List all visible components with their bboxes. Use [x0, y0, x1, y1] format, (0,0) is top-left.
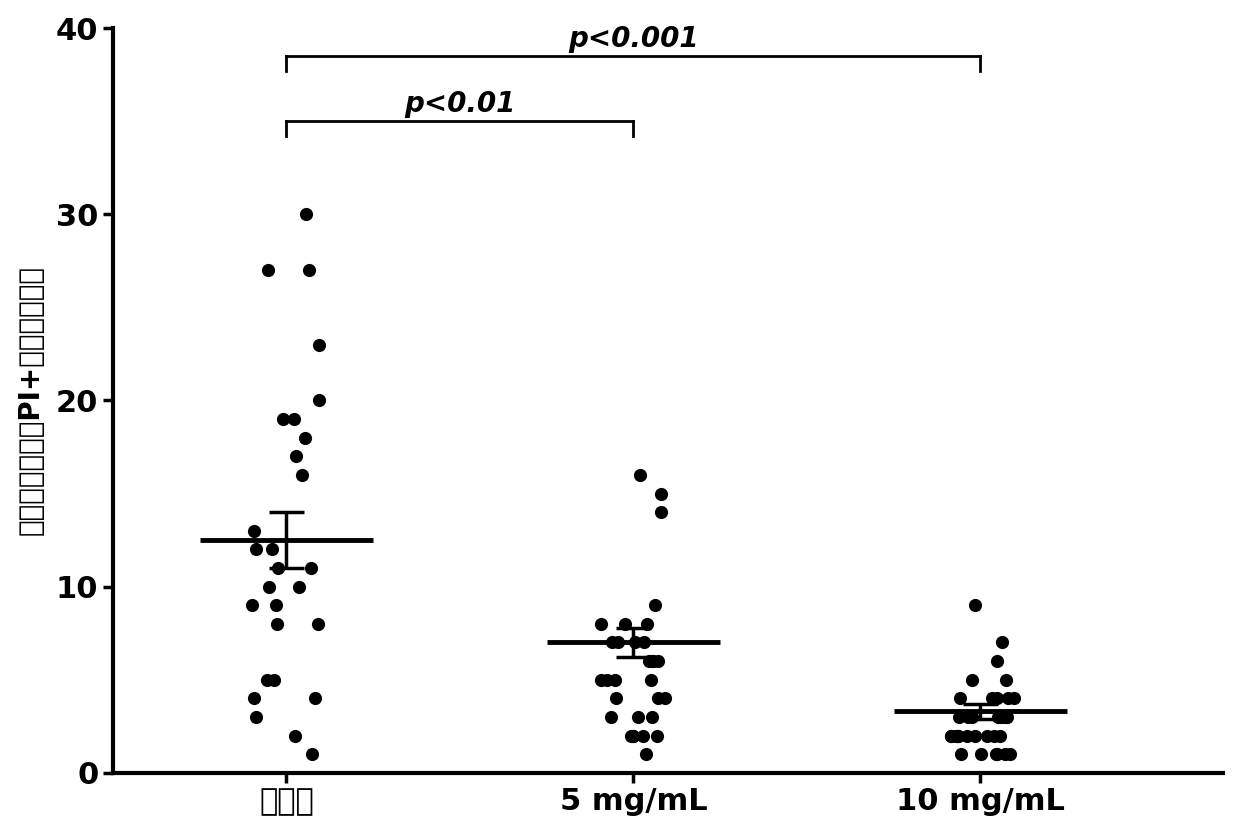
Point [947, 729, 967, 742]
Point [991, 711, 1011, 724]
Point [591, 617, 611, 631]
Point [996, 711, 1016, 724]
Point [303, 747, 322, 761]
Point [596, 673, 616, 686]
Point [624, 729, 644, 742]
Y-axis label: 平均每个胰岛中PI+胰岛细胞数量: 平均每个胰岛中PI+胰岛细胞数量 [16, 266, 45, 536]
Point [267, 617, 286, 631]
Point [959, 711, 978, 724]
Point [947, 729, 967, 742]
Point [286, 450, 306, 463]
Point [941, 729, 961, 742]
Point [949, 729, 968, 742]
Point [647, 655, 667, 668]
Point [591, 673, 611, 686]
Point [273, 412, 293, 426]
Point [627, 711, 647, 724]
Point [257, 673, 277, 686]
Point [615, 617, 635, 631]
Point [982, 691, 1002, 705]
Point [244, 524, 264, 537]
Point [986, 747, 1006, 761]
Point [291, 468, 311, 481]
Point [285, 729, 305, 742]
Point [636, 747, 656, 761]
Point [258, 263, 278, 277]
Point [941, 729, 961, 742]
Point [603, 636, 622, 649]
Point [994, 747, 1014, 761]
Point [977, 729, 997, 742]
Point [637, 617, 657, 631]
Point [263, 543, 283, 556]
Point [247, 711, 267, 724]
Point [642, 655, 662, 668]
Point [632, 729, 652, 742]
Point [645, 599, 665, 612]
Point [962, 673, 982, 686]
Point [949, 711, 968, 724]
Point [655, 691, 675, 705]
Point [308, 617, 327, 631]
Point [295, 207, 315, 221]
Point [644, 655, 663, 668]
Point [651, 486, 671, 500]
Point [299, 263, 319, 277]
Point [635, 636, 655, 649]
Point [630, 468, 650, 481]
Point [1003, 691, 1023, 705]
Point [950, 691, 970, 705]
Point [289, 580, 309, 593]
Point [962, 711, 982, 724]
Point [264, 673, 284, 686]
Point [641, 673, 661, 686]
Point [987, 691, 1007, 705]
Point [651, 506, 671, 519]
Point [259, 580, 279, 593]
Point [601, 711, 621, 724]
Point [957, 729, 977, 742]
Point [992, 636, 1012, 649]
Point [246, 543, 265, 556]
Point [309, 338, 329, 352]
Point [649, 691, 668, 705]
Point [265, 599, 285, 612]
Point [608, 636, 627, 649]
Point [606, 691, 626, 705]
Point [309, 394, 329, 407]
Point [965, 729, 985, 742]
Point [996, 673, 1016, 686]
Point [991, 729, 1011, 742]
Point [996, 711, 1016, 724]
Point [987, 747, 1007, 761]
Point [951, 747, 971, 761]
Point [639, 655, 658, 668]
Point [284, 412, 304, 426]
Text: p<0.001: p<0.001 [568, 25, 698, 53]
Point [268, 561, 288, 575]
Point [244, 691, 264, 705]
Point [966, 599, 986, 612]
Point [985, 729, 1004, 742]
Point [642, 711, 662, 724]
Point [647, 729, 667, 742]
Point [295, 431, 315, 444]
Point [988, 711, 1008, 724]
Point [621, 729, 641, 742]
Point [301, 561, 321, 575]
Point [305, 691, 325, 705]
Point [997, 711, 1017, 724]
Point [1001, 747, 1021, 761]
Point [987, 655, 1007, 668]
Point [998, 691, 1018, 705]
Text: p<0.01: p<0.01 [404, 91, 516, 118]
Point [622, 729, 642, 742]
Point [242, 599, 262, 612]
Point [625, 636, 645, 649]
Point [946, 729, 966, 742]
Point [971, 747, 991, 761]
Point [605, 673, 625, 686]
